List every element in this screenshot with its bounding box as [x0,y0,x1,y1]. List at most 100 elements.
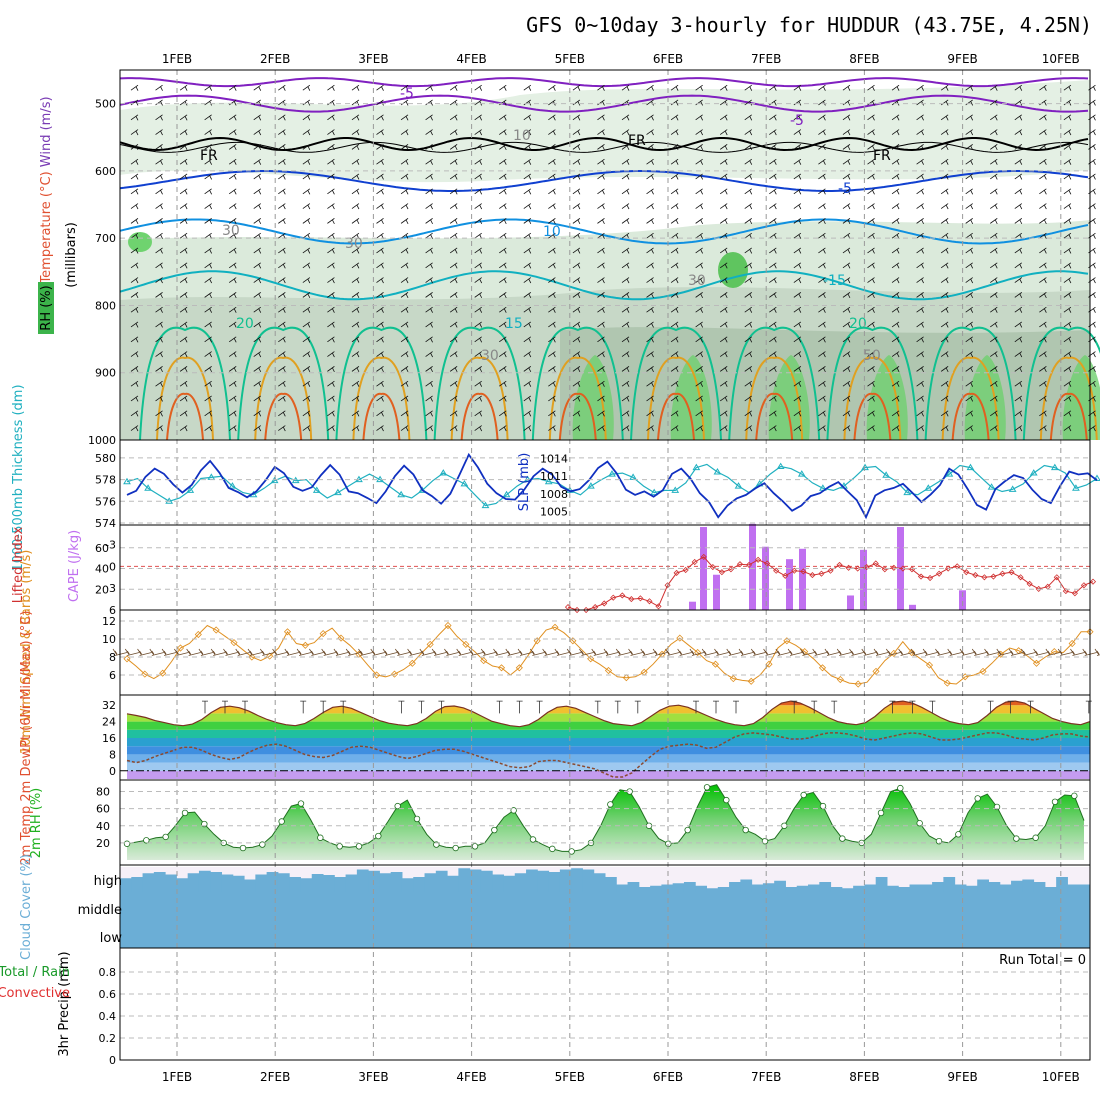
wind-barb [572,84,581,91]
wind-barb-10m [849,648,864,656]
wind-barb-10m [259,648,275,656]
wind-barb [670,247,679,254]
wind-barb [597,114,605,121]
wind-barb [990,114,998,121]
wind-barb [449,410,458,417]
wind-barb [597,99,605,106]
wind10m-panel [112,621,1100,688]
wind-barb [744,262,753,269]
wind-barb [940,188,949,195]
wind-barb [867,99,875,106]
wind-barb [572,218,581,225]
thickness-point [502,490,511,498]
wind-speed-point [783,637,791,645]
cloud-high-bar [841,888,854,892]
frame-cape [119,524,1091,611]
wind-barb [965,218,974,225]
wind-barb [916,188,924,195]
wind-barb [376,262,384,269]
thickness-point [861,463,869,471]
wind-barb [474,336,483,343]
wind-speed-point [854,680,862,688]
temp-errorbar [614,700,621,714]
wind-barb [916,247,924,254]
wind-barb [916,351,924,358]
wind-barb-10m [235,648,250,656]
wind-barb [155,247,163,254]
wind-barb-10m [296,648,312,656]
wind-barb [1039,247,1047,254]
wind-barb [695,158,704,165]
date-bottom-2FEB: 2FEB [260,1070,290,1084]
wind-barb [965,321,974,328]
wind-barb [228,336,237,343]
label-thickness: 1000-500mb Thickness (dm) [11,384,26,571]
wind-barb [646,114,654,121]
wind-barb [572,99,581,106]
wind-barb [228,218,237,225]
wind-barb [278,395,286,402]
wind-barb [695,351,704,358]
wind-barb [130,232,139,239]
wind-barb [646,351,654,358]
wind-barb [769,425,777,432]
rh-point [375,832,382,840]
wind-barb [744,425,753,432]
wind-barb [793,84,802,91]
wind-barb [523,203,532,210]
isotherm-minus5-a [119,94,1089,113]
wind-barb [204,158,213,165]
wind-barb [228,277,237,284]
date-top-3FEB: 3FEB [358,52,388,66]
wind-barb [793,232,802,239]
wind-barb-10m [579,648,594,656]
cloud-high-bar [875,877,888,892]
isotherm-25-1 [254,356,313,441]
wind-barb [793,218,802,225]
wind-barb [990,188,998,195]
wind-barb [400,203,409,210]
temp-errorbar [713,700,719,714]
wind-barb [449,114,458,121]
wind-barb [793,247,802,254]
wind-barb [302,321,311,328]
isotherm-20-3 [433,326,526,441]
wind-speed-point [711,660,720,668]
temp-tick-16: 16 [102,732,116,745]
wind-barb [253,247,262,254]
wind-barb [523,321,532,328]
wind-barb [327,99,335,106]
wind-barb [842,84,851,91]
cloud-high-bar [593,873,606,892]
thickness-point [987,483,996,490]
wind-barb [499,292,507,299]
wind-barb [376,366,384,373]
wind-barb-10m [272,648,287,656]
wind-barb [327,321,335,328]
lifted-point [999,570,1006,577]
lifted-point [573,606,581,614]
wind-barb [916,158,924,165]
wind-barb [670,158,679,165]
wind-barb [474,247,483,254]
wind-barb [769,247,777,254]
wind-barb [327,336,335,343]
wind-barb [867,292,875,299]
wind-speed-point [890,649,898,657]
wind-barb [548,158,556,165]
wind-barb [548,188,556,195]
label-wind10: 10m Wind Speed & Barbs (m/s) [19,550,34,755]
wind-barb [916,366,924,373]
rh2m-panel [123,784,1085,860]
wind-barb [867,410,875,417]
wind-barb [621,292,630,299]
wind-barb [449,247,458,254]
thickness-point [924,484,933,491]
wind-barb [793,336,802,343]
cape-bar [689,601,696,610]
wind-barb [302,144,311,151]
wind-barb [842,188,851,195]
wind-barb [1063,203,1072,210]
lifted-point [700,553,707,560]
wind-speed-point [872,667,880,675]
